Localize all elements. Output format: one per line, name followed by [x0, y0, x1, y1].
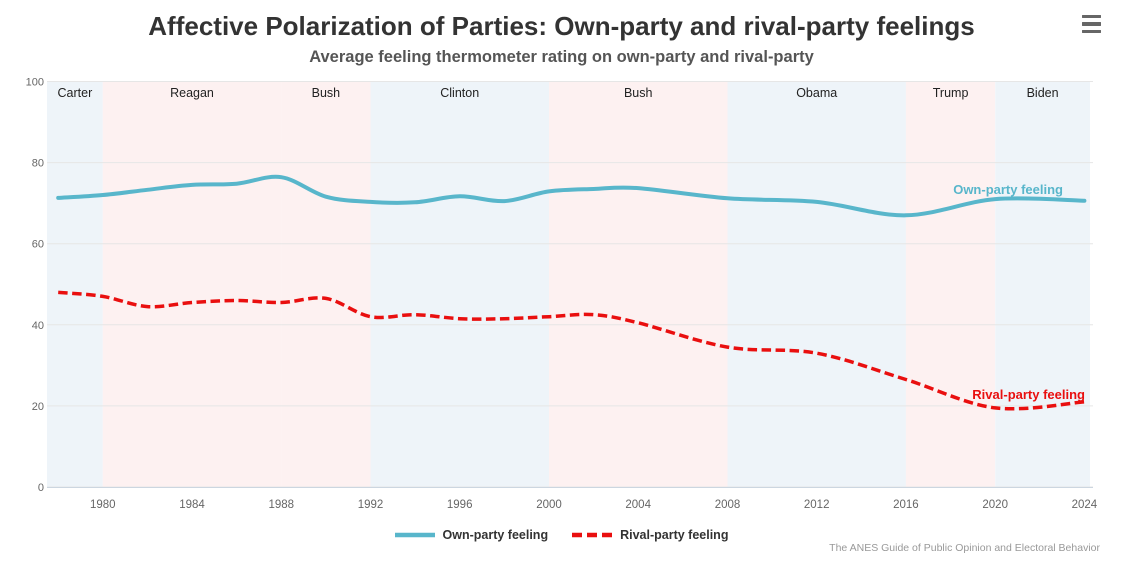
x-tick-label-2020: 2020: [982, 499, 1008, 511]
chart-subtitle: Average feeling thermometer rating on ow…: [309, 48, 814, 66]
plot-band-trump: [905, 81, 996, 487]
x-tick-label-2016: 2016: [893, 499, 919, 511]
hamburger-bar: [1082, 29, 1101, 34]
plot-band-label-reagan: Reagan: [170, 86, 214, 100]
plot-band-obama: [727, 81, 906, 487]
plot-band-label-trump: Trump: [933, 86, 969, 100]
x-tick-label-1984: 1984: [179, 499, 205, 511]
x-tick-label-2024: 2024: [1072, 499, 1098, 511]
y-tick-label-20: 20: [32, 401, 44, 413]
hamburger-bar: [1082, 15, 1101, 19]
plot-band-clinton: [370, 81, 549, 487]
series-line-own-party-feeling[interactable]: [56, 174, 1087, 218]
plot-band-carter: [47, 81, 103, 487]
plot-band-bush: [281, 81, 371, 487]
legend-item-rival-party-feeling[interactable]: Rival-party feeling: [572, 528, 728, 542]
plot-band-label-carter: Carter: [58, 86, 93, 100]
x-tick-label-1996: 1996: [447, 499, 473, 511]
hamburger-bar: [1082, 22, 1101, 26]
legend-label: Rival-party feeling: [620, 528, 729, 542]
plot-band-label-bush: Bush: [624, 86, 653, 100]
hamburger-menu-icon[interactable]: [1082, 15, 1101, 34]
plot-band-label-bush: Bush: [312, 86, 341, 100]
series-line-rival-party-feeling[interactable]: [58, 290, 1085, 411]
y-tick-label-0: 0: [38, 482, 44, 494]
y-tick-label-100: 100: [26, 77, 44, 89]
y-tick-label-40: 40: [32, 320, 44, 332]
legend: Own-party feeling Rival-party feeling: [0, 526, 1123, 544]
x-tick-label-2012: 2012: [804, 499, 830, 511]
credit-text: The ANES Guide of Public Opinion and Ele…: [829, 542, 1100, 554]
series-label-own-party-feeling: Own-party feeling: [953, 182, 1063, 197]
x-tick-label-2004: 2004: [625, 499, 651, 511]
x-tick-label-2008: 2008: [715, 499, 741, 511]
y-tick-label-60: 60: [32, 239, 44, 251]
legend-solid-line-swatch: [394, 532, 435, 538]
plot-band-label-clinton: Clinton: [440, 86, 479, 100]
plot-band-label-biden: Biden: [1027, 86, 1059, 100]
legend-label: Own-party feeling: [442, 528, 549, 542]
plot-band-reagan: [102, 81, 282, 487]
series-label-rival-party-feeling: Rival-party feeling: [972, 387, 1085, 402]
legend-dashed-line-swatch: [572, 532, 613, 538]
plot-band-label-obama: Obama: [796, 86, 837, 100]
chart-title: Affective Polarization of Parties: Own-p…: [148, 11, 975, 41]
y-tick-label-80: 80: [32, 158, 44, 170]
x-tick-label-1980: 1980: [90, 499, 116, 511]
plot-band-bush: [549, 81, 728, 487]
x-tick-label-2000: 2000: [536, 499, 562, 511]
legend-item-own-party-feeling[interactable]: Own-party feeling: [394, 528, 549, 542]
x-tick-label-1988: 1988: [269, 499, 295, 511]
x-tick-label-1992: 1992: [358, 499, 384, 511]
plot-band-biden: [995, 81, 1090, 487]
